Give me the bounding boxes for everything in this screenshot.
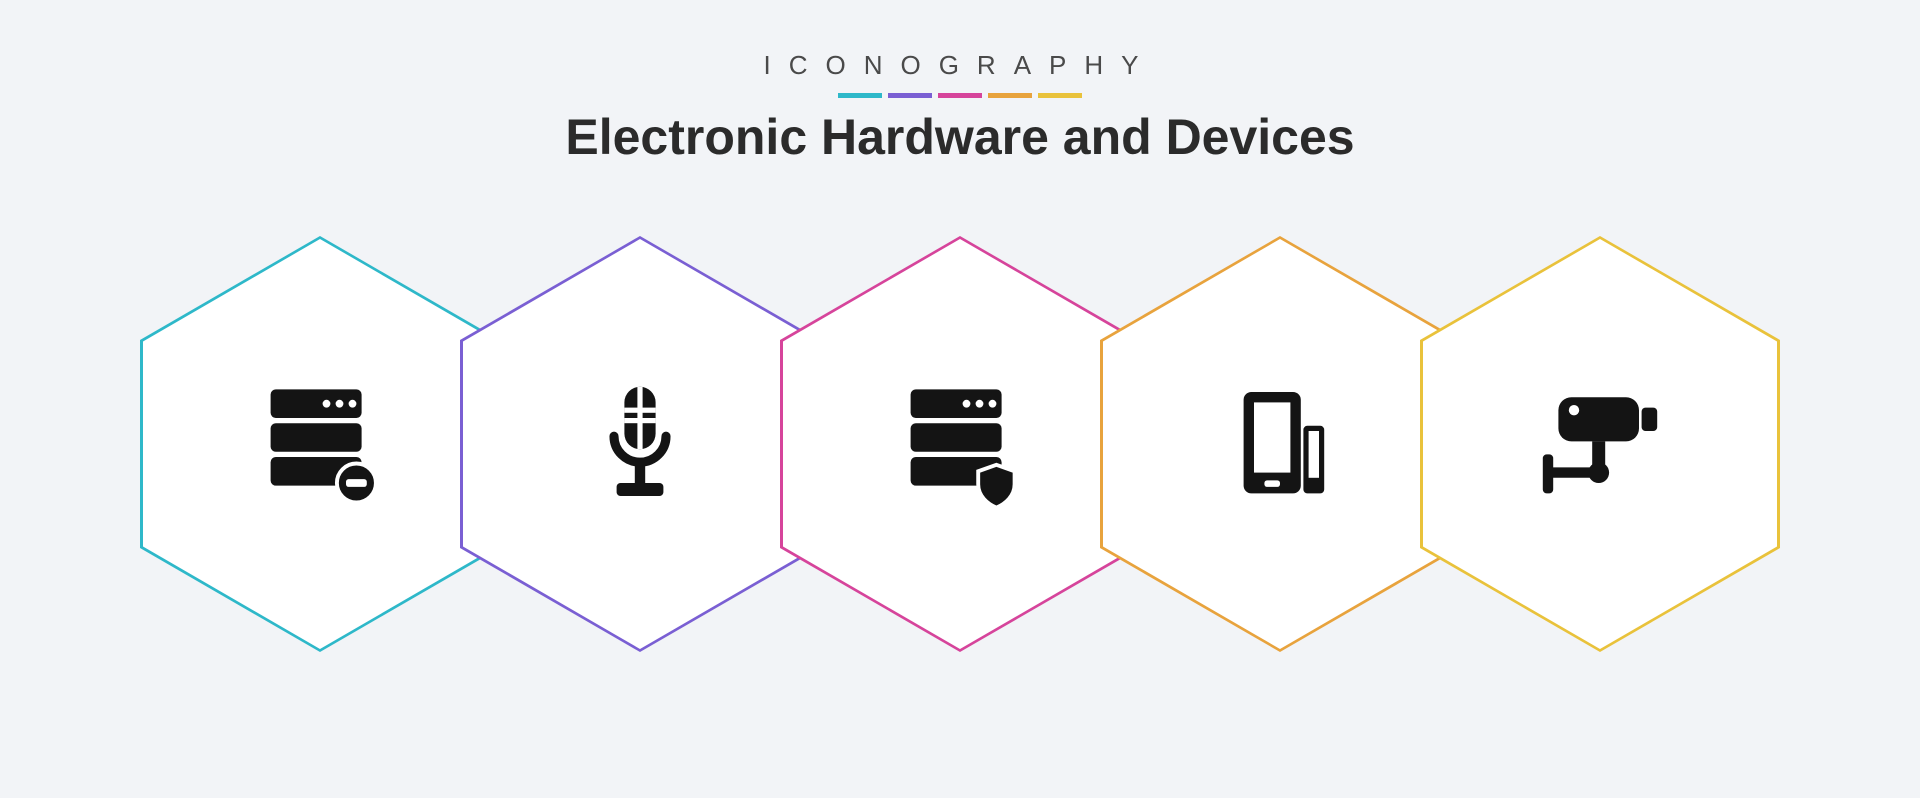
stripe-cyan [838, 93, 882, 98]
hex-database-remove [140, 236, 500, 652]
hex-inner [143, 239, 497, 649]
stripe-orange [988, 93, 1032, 98]
microphone-icon [575, 379, 705, 509]
hex-inner [1423, 239, 1777, 649]
database-shield-icon [895, 379, 1025, 509]
brand-label: ICONOGRAPHY [565, 50, 1354, 81]
database-remove-icon [255, 379, 385, 509]
hex-cctv [1420, 236, 1780, 652]
stripe-pink [938, 93, 982, 98]
hex-inner [463, 239, 817, 649]
subtitle-label: Electronic Hardware and Devices [565, 108, 1354, 166]
hex-inner [1103, 239, 1457, 649]
hex-smartphone [1100, 236, 1460, 652]
hex-microphone [460, 236, 820, 652]
hex-database-shield [780, 236, 1140, 652]
hex-row [140, 236, 1780, 652]
cctv-camera-icon [1535, 379, 1665, 509]
hex-inner [783, 239, 1137, 649]
smartphone-icon [1215, 379, 1345, 509]
header: ICONOGRAPHY Electronic Hardware and Devi… [565, 50, 1354, 166]
stripe-yellow [1038, 93, 1082, 98]
stripe-row [565, 93, 1354, 98]
stripe-purple [888, 93, 932, 98]
